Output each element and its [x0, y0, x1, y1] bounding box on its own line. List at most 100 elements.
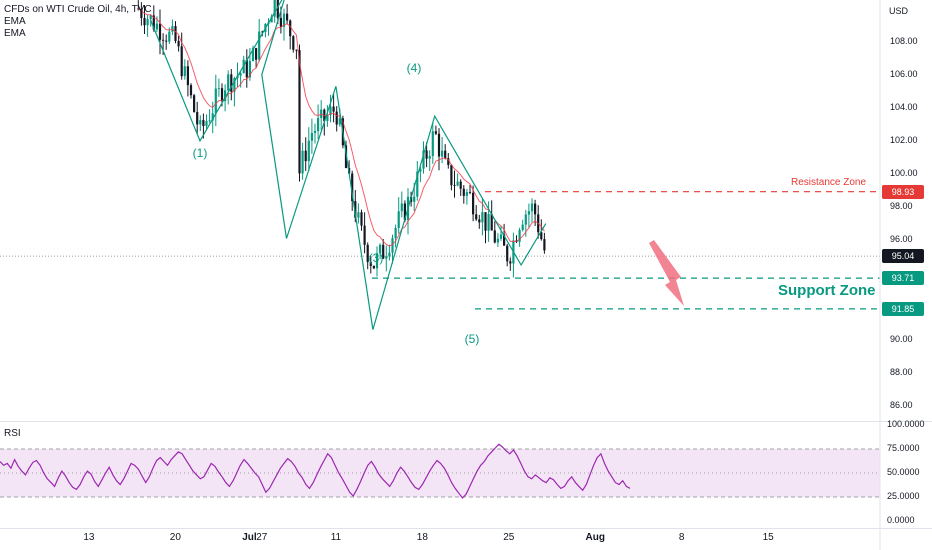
wave-label-4: (4) [406, 61, 422, 75]
price-axis-currency: USD [889, 6, 909, 16]
candle-body [354, 201, 357, 218]
resistance-price-badge: 98.93 [882, 184, 924, 199]
candle-body [530, 203, 534, 212]
candle-body [317, 118, 320, 132]
candle-body [351, 173, 354, 202]
candle-body [298, 50, 301, 174]
rsi-pane [0, 443, 880, 499]
candle-body [459, 181, 462, 189]
price-tick-label: 96.00 [890, 234, 913, 245]
candle-body [174, 26, 177, 41]
time-tick-label: 27 [256, 532, 268, 543]
candle-body [196, 112, 199, 125]
rsi-tick-label: 0.0000 [887, 515, 915, 525]
rsi-line [0, 443, 631, 499]
candle-body [279, 17, 282, 27]
candle-body [270, 16, 273, 23]
candle-body [475, 214, 478, 220]
candle-body [208, 120, 211, 122]
legend-ema-1[interactable]: EMA [4, 16, 26, 27]
candle-body [276, 0, 279, 18]
candle-body [326, 114, 329, 122]
candle-body [363, 225, 366, 245]
support-zone-label: Support Zone [778, 282, 876, 300]
candle-body [248, 60, 251, 78]
candle-body [509, 261, 512, 264]
candle-body [472, 192, 475, 215]
time-tick-label: Jul [242, 532, 257, 543]
time-tick-label: 11 [330, 532, 342, 543]
forecast-arrow-shape [649, 240, 684, 306]
candles [137, 0, 546, 278]
candle-body [205, 120, 208, 127]
rsi-tick-label: 100.0000 [887, 419, 925, 429]
candle-body [382, 244, 385, 259]
candle-body [518, 229, 521, 242]
candle-body [162, 39, 165, 41]
candle-body [155, 23, 158, 30]
candle-body [239, 73, 242, 76]
candle-body [158, 23, 162, 40]
candle-body [301, 150, 304, 174]
candle-body [168, 31, 171, 42]
candle-body [332, 106, 335, 112]
candle-body [186, 66, 189, 86]
legend-symbol[interactable]: CFDs on WTI Crude Oil, 4h, TVC [4, 4, 152, 15]
candle-body [230, 74, 233, 92]
candle-body [416, 171, 419, 197]
candle-body [220, 88, 224, 102]
levels [0, 191, 880, 310]
candle-body [400, 203, 403, 212]
candle-body [310, 133, 313, 141]
candle-body [503, 234, 506, 246]
candle-body [434, 131, 437, 134]
candle-body [304, 150, 307, 162]
candle-body [493, 230, 496, 243]
candle-body [180, 46, 183, 77]
candle-body [468, 192, 472, 193]
time-tick-label: 15 [762, 532, 774, 543]
candle-body [335, 111, 338, 125]
candle-body [152, 15, 155, 30]
candle-body [425, 150, 428, 159]
wave-label-3: (3) [368, 251, 384, 265]
time-tick-label: 25 [503, 532, 515, 543]
candle-body [391, 238, 394, 253]
price-tick-label: 108.00 [890, 35, 918, 46]
price-tick-label: 106.00 [890, 68, 918, 79]
candle-body [388, 252, 391, 257]
candle-body [146, 19, 149, 26]
support-lower-price-badge: 91.85 [882, 301, 924, 316]
candle-body [273, 0, 276, 17]
resistance-zone-label: Resistance Zone [791, 176, 867, 188]
time-tick-label: 8 [678, 532, 685, 543]
candle-body [369, 261, 372, 266]
legend-ema-2[interactable]: EMA [4, 28, 26, 39]
chart-legend: CFDs on WTI Crude Oil, 4h, TVC EMA EMA [4, 4, 152, 40]
rsi-tick-label: 50.0000 [887, 467, 920, 477]
rsi-legend[interactable]: RSI [4, 428, 21, 439]
candle-body [456, 181, 459, 186]
candle-body [217, 88, 220, 89]
candle-body [177, 40, 180, 47]
price-tick-label: 100.00 [890, 168, 918, 178]
candle-body [313, 131, 317, 134]
candle-body [484, 212, 487, 231]
candle-body [453, 185, 456, 186]
candle-body [447, 158, 450, 165]
ema-line [138, 8, 545, 247]
candle-body [211, 113, 214, 121]
candle-body [366, 244, 369, 262]
candle-body [428, 155, 431, 159]
rsi-tick-label: 25.0000 [887, 491, 920, 501]
candle-body [490, 213, 493, 231]
candle-body [450, 164, 453, 186]
candle-body [478, 219, 481, 223]
candle-body [385, 256, 388, 259]
time-tick-label: Aug [585, 532, 605, 543]
candle-body [199, 120, 202, 125]
candle-body [140, 8, 143, 19]
candle-body [499, 234, 503, 239]
candle-body [462, 188, 465, 196]
